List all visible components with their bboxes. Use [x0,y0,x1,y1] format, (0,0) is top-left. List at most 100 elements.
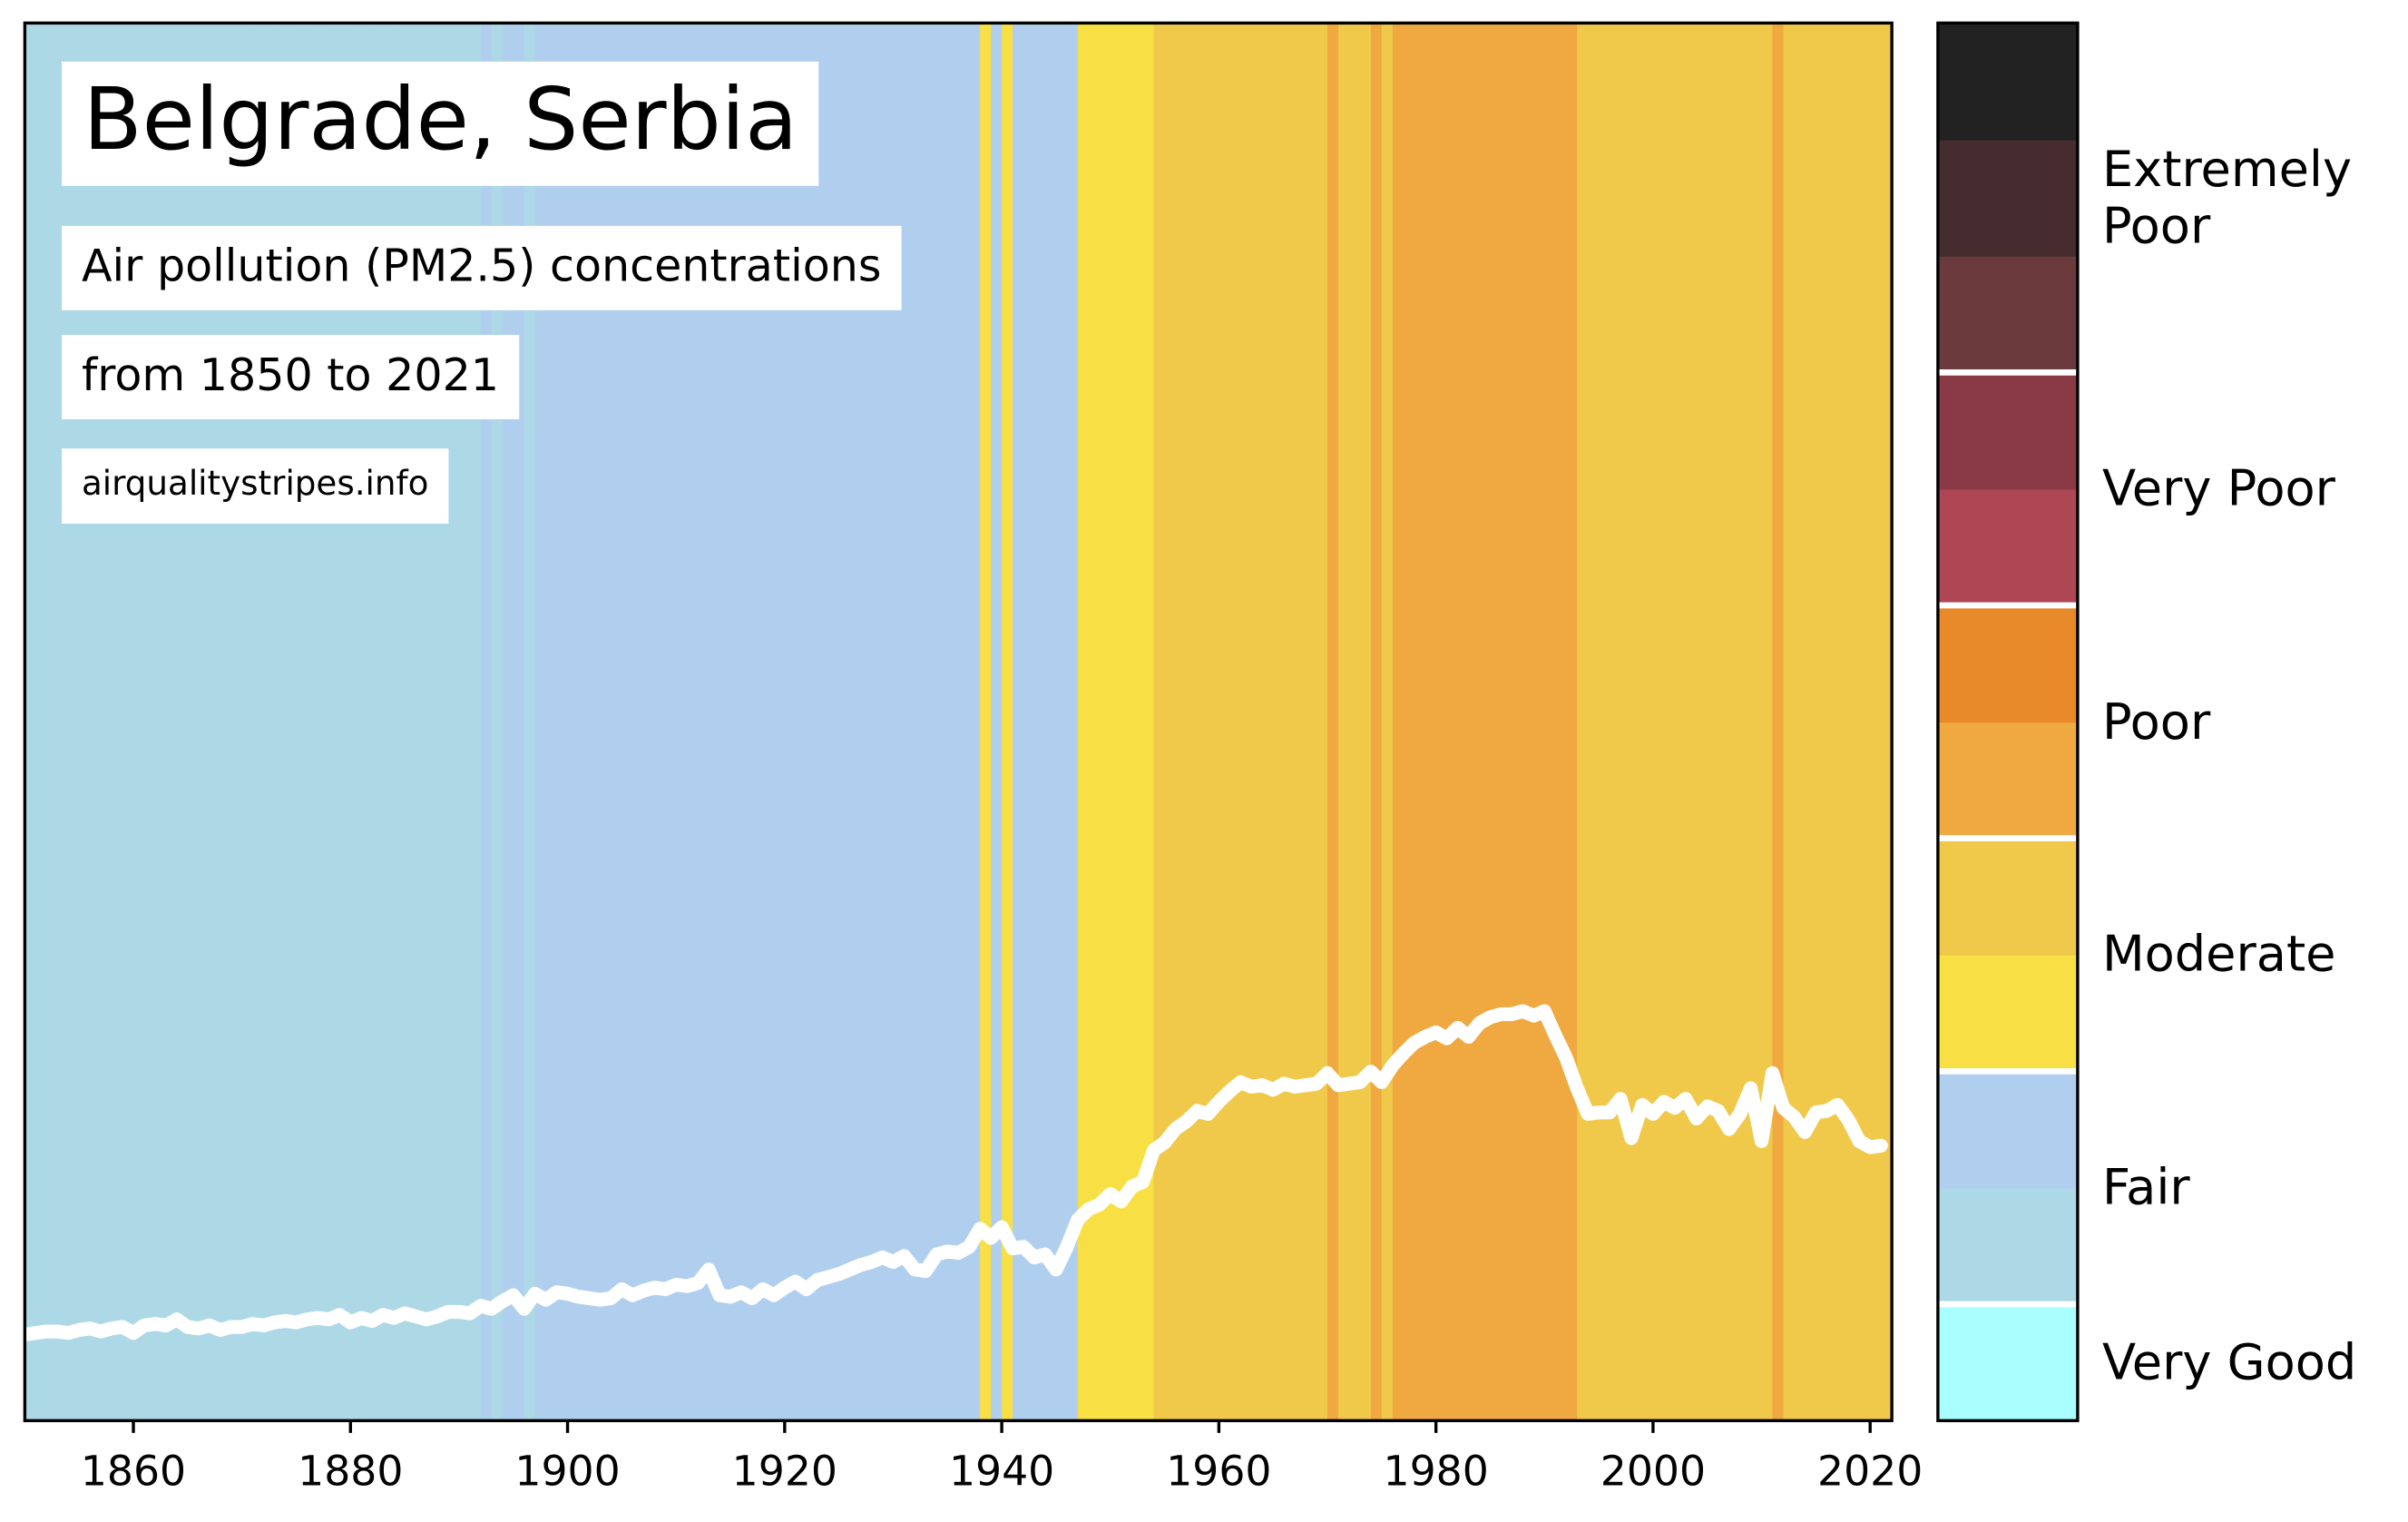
stripe [751,23,764,1421]
stripe [1055,23,1068,1421]
stripe [1816,23,1828,1421]
x-tick-label: 2020 [1817,1447,1923,1495]
stripe [1359,23,1372,1421]
stripe [1327,23,1339,1421]
stripe [632,23,645,1421]
stripe [1295,23,1307,1421]
stripe [1663,23,1676,1421]
stripe [1317,23,1329,1421]
stripe [1761,23,1774,1421]
category-label-wrap: Very Good [2102,1271,2408,1455]
stripe [556,23,569,1421]
stripe [676,23,689,1421]
category-label-box: Moderate [2101,924,2336,984]
stripe [1197,23,1209,1421]
chart-title: Belgrade, Serbia [61,61,819,186]
colorbar-segment [1937,488,2078,606]
stripe [1522,23,1535,1421]
stripe [871,23,884,1421]
stripe [1652,23,1665,1421]
x-tick-label: 1900 [514,1447,620,1495]
title-box: Belgrade, Serbia [61,61,819,186]
stripe [524,23,536,1421]
stripe [1424,23,1437,1421]
colorbar-segment [1937,838,2078,956]
stripe [1077,23,1090,1421]
stripe [654,23,667,1421]
stripe [1641,23,1654,1421]
stripe [1142,23,1155,1421]
stripe [1783,23,1796,1421]
stripe [567,23,580,1421]
stripe [1610,23,1622,1421]
colorbar-segment [1937,722,2078,840]
stripe [1023,23,1036,1421]
stripe [1175,23,1188,1421]
stripe [1251,23,1264,1421]
stripe [1013,23,1025,1421]
stripe [1002,23,1014,1421]
x-tick-label: 1940 [949,1447,1054,1495]
category-label: Very Good [2101,1332,2357,1391]
stripe [925,23,938,1421]
chart-source: airqualitystripes.info [61,448,449,525]
colorbar-segment [1937,955,2078,1073]
stripe [1468,23,1481,1421]
stripe [969,23,982,1421]
stripe [817,23,829,1421]
category-label-wrap: Very Poor [2102,397,2408,581]
stripe [1262,23,1275,1421]
stripe [1555,23,1568,1421]
colorbar-segment [1937,23,2078,141]
stripe [545,23,558,1421]
stripe [1750,23,1763,1421]
stripe [1414,23,1426,1421]
stripe [1164,23,1177,1421]
stripe [1881,23,1894,1421]
stripe [1848,23,1861,1421]
category-label: Very Poor [2101,458,2335,517]
stripe [1696,23,1708,1421]
stripe [1599,23,1611,1421]
stripe [1284,23,1297,1421]
stripe [1435,23,1448,1421]
category-label-box: Fair [2102,1095,2408,1280]
category-label-wrap: Fair [2102,1095,2408,1280]
colorbar-segment [1937,256,2078,374]
stripe [1110,23,1122,1421]
stripe [1490,23,1503,1421]
stripe [578,23,591,1421]
stripe [1577,23,1590,1421]
stripe [936,23,949,1421]
stripe [46,23,59,1421]
category-label: Poor [2101,692,2211,751]
stripe [1772,23,1785,1421]
stripe [643,23,656,1421]
stripe [1588,23,1600,1421]
colorbar-segment [1937,139,2078,257]
stripe [1066,23,1079,1421]
category-label: Fair [2101,1157,2190,1216]
stripe [958,23,971,1421]
category-label: Moderate [2101,924,2336,984]
stripe [534,23,547,1421]
stripe [762,23,775,1421]
stripe [1566,23,1579,1421]
stripe [1512,23,1524,1421]
plot-frame [23,21,1894,1423]
stripe [1501,23,1513,1421]
colorbar-segment [1937,1071,2078,1189]
stripe [1457,23,1470,1421]
stripe [1446,23,1459,1421]
stripe [1229,23,1242,1421]
stripe [773,23,786,1421]
stripe [1794,23,1806,1421]
overlay: 1860 1880 1900 1920 1940 1960 1980 2000 2020 Very… [17,21,2408,1495]
stripe [1718,23,1730,1421]
x-tick-label: 1860 [81,1447,186,1495]
stripe [947,23,960,1421]
stripe [1685,23,1698,1421]
stripe [1219,23,1231,1421]
colorbar-segment [1937,372,2078,490]
